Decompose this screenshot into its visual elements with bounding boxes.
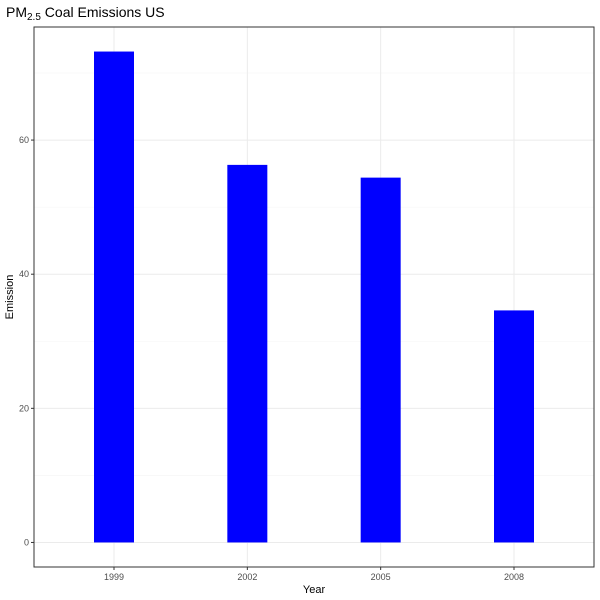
x-tick-label: 2002 <box>237 572 257 582</box>
panel-border <box>33 26 595 568</box>
chart-title-rest: Coal Emissions US <box>41 4 165 20</box>
bar-2005 <box>360 177 401 543</box>
y-tick-label: 20 <box>19 403 29 413</box>
bar-1999 <box>94 51 134 543</box>
bar-layer <box>94 51 534 543</box>
y-tick-label: 0 <box>24 537 29 547</box>
y-axis-title: Emission <box>4 275 16 320</box>
bar-2002 <box>227 164 268 543</box>
y-tick-label: 60 <box>19 135 29 145</box>
x-tick-label: 1999 <box>104 572 124 582</box>
chart-title: PM2.5 Coal Emissions US <box>6 4 165 23</box>
bar-2008 <box>494 310 534 543</box>
x-tick-label: 2008 <box>504 572 524 582</box>
chart-title-subscript: 2.5 <box>27 12 41 23</box>
chart-title-main: PM <box>6 4 27 20</box>
x-axis-title: Year <box>303 584 326 596</box>
x-tick-label: 2005 <box>371 572 391 582</box>
y-tick-label: 40 <box>19 269 29 279</box>
axis-layer: 0 20 40 60 1999 2002 2005 2008 <box>19 135 524 582</box>
